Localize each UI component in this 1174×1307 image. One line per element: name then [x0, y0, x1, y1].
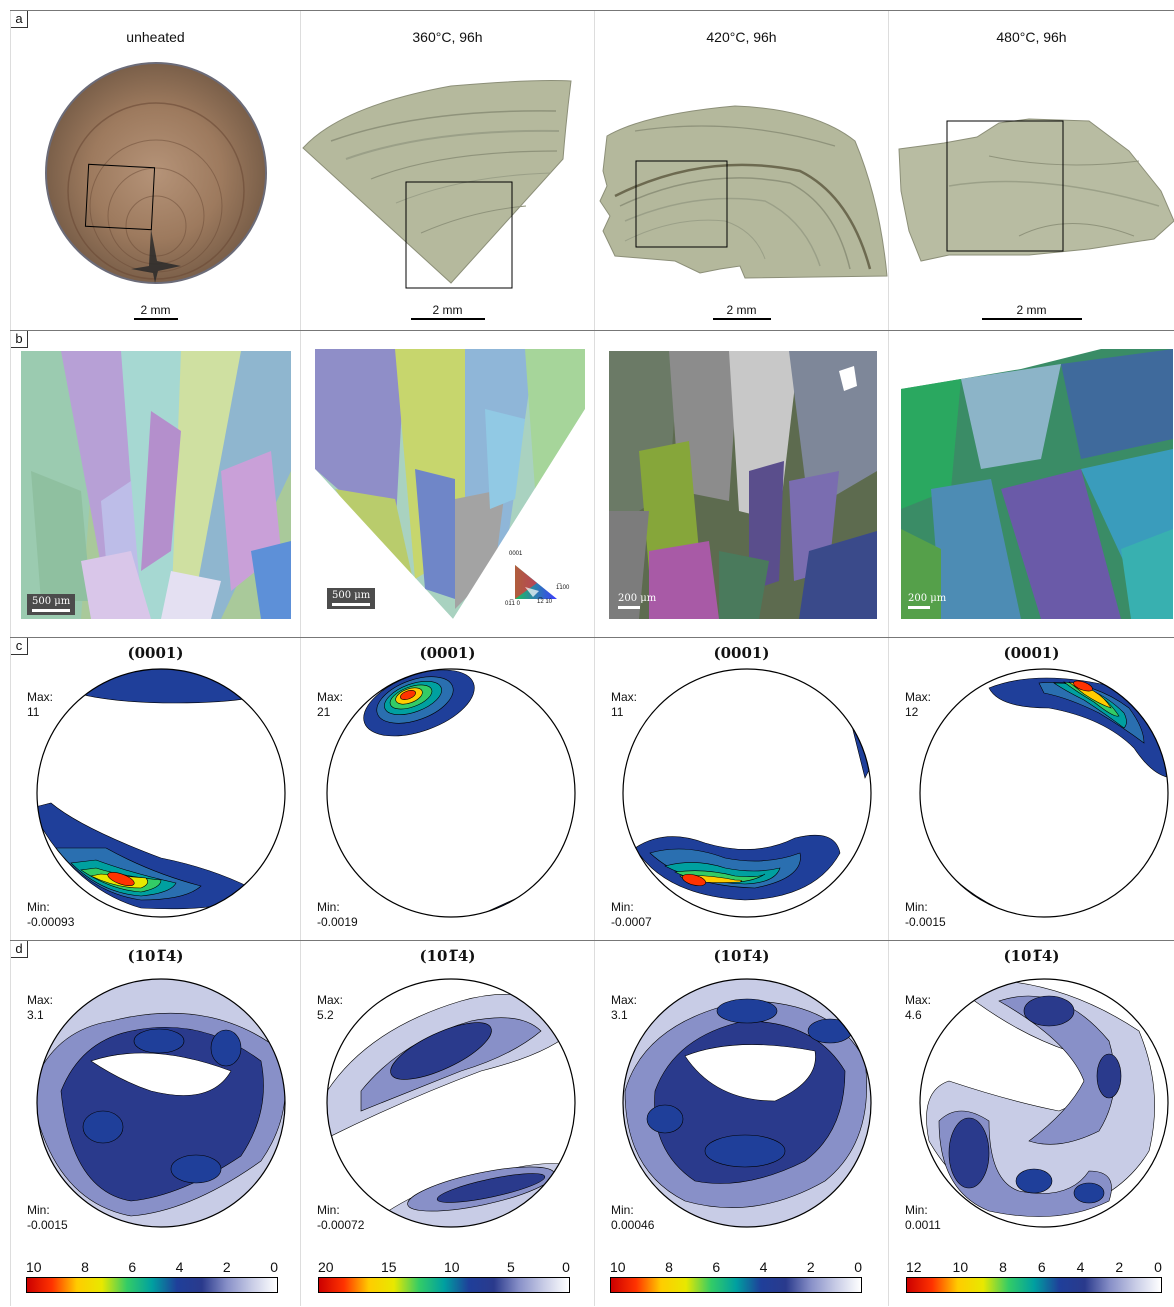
panel-a-col-360: 360°C, 96h 2 mm	[300, 11, 594, 331]
ipf-color-key	[515, 565, 557, 599]
pole-figure-1014-420: (101̅4) Max: 3.1 Min: 0.00046	[594, 941, 888, 1306]
colorbar-gradient	[610, 1277, 862, 1293]
colorbar-gradient	[318, 1277, 570, 1293]
ipf-key-bottom-left-label: 01̅1 0	[505, 601, 521, 607]
scale-bar-label: 2 mm	[726, 303, 757, 317]
column-title: 420°C, 96h	[706, 29, 777, 45]
pole-figure-title: (0001)	[127, 644, 184, 662]
panel-a-col-480: 480°C, 96h 2 mm	[888, 11, 1174, 331]
ebsd-map-420: 200 μm	[594, 331, 888, 638]
min-value: Min: -0.00093	[27, 900, 75, 929]
min-value: Min: -0.00072	[317, 1203, 365, 1232]
ebsd-scale-bar: 500 μm	[327, 588, 376, 609]
min-value: Min: 0.0011	[905, 1203, 941, 1232]
colorbar-360: 20 15 10 5 0	[318, 1259, 570, 1307]
max-value: Max: 4.6	[905, 993, 932, 1022]
ipf-key-bottom-right-label: 1̅2 10	[537, 599, 553, 605]
colorbar-ticks: 10 8 6 4 2 0	[26, 1259, 278, 1275]
pole-figure-title: (101̅4)	[713, 947, 770, 965]
pole-figure-plot	[326, 668, 576, 918]
scale-bar: 2 mm	[301, 303, 594, 320]
max-value: Max: 3.1	[27, 993, 54, 1022]
pole-figure-0001-480: (0001) Max: 12 Min: -0.0015	[888, 638, 1174, 941]
panel-a-col-unheated: unheated 2 mm	[10, 11, 300, 331]
ebsd-orientation-map	[21, 351, 291, 619]
max-value: Max: 5.2	[317, 993, 344, 1022]
panel-a-col-420: 420°C, 96h 2 mm	[594, 11, 888, 331]
pole-figure-plot	[36, 978, 286, 1228]
pole-figure-plot	[622, 668, 872, 918]
ebsd-map-480: 200 μm	[888, 331, 1174, 638]
colorbar-ticks: 12 10 8 6 4 2 0	[906, 1259, 1162, 1275]
pole-figure-title: (101̅4)	[419, 947, 476, 965]
max-value: Max: 3.1	[611, 993, 638, 1022]
scale-bar-label: 2 mm	[1016, 303, 1047, 317]
sample-480-photo	[898, 118, 1174, 262]
panel-c: c (0001) Max: 11 Min: -0.00093 (0001) Max:…	[10, 637, 1174, 941]
column-title: unheated	[126, 29, 185, 45]
ipf-key-right-label: 1̅100	[556, 585, 570, 591]
colorbar-gradient	[906, 1277, 1162, 1293]
pole-figure-title: (101̅4)	[1003, 947, 1060, 965]
ebsd-orientation-map	[901, 349, 1173, 619]
column-title: 480°C, 96h	[996, 29, 1067, 45]
max-value: Max: 12	[905, 690, 932, 719]
colorbar-480: 12 10 8 6 4 2 0	[906, 1259, 1162, 1307]
colorbar-ticks: 20 15 10 5 0	[318, 1259, 570, 1275]
min-value: Min: -0.0015	[27, 1203, 68, 1232]
ebsd-map-360: 0001 1̅100 01̅1 0 1̅2 10 500 μm	[300, 331, 594, 638]
colorbar-ticks: 10 8 6 4 2 0	[610, 1259, 862, 1275]
min-value: Min: -0.0007	[611, 900, 652, 929]
scale-bar: 2 mm	[11, 303, 300, 320]
min-value: Min: -0.0015	[905, 900, 946, 929]
pole-figure-plot	[622, 978, 872, 1228]
ebsd-orientation-map	[609, 351, 877, 619]
colorbar-gradient	[26, 1277, 278, 1293]
min-value: Min: 0.00046	[611, 1203, 655, 1232]
sample-unheated-photo	[45, 62, 267, 284]
column-title: 360°C, 96h	[412, 29, 483, 45]
ebsd-scale-bar: 200 μm	[905, 592, 949, 611]
pole-figure-1014-unheated: (101̅4) Max: 3.1 Min: -0.0015	[10, 941, 300, 1306]
panel-a: a unheated 2 mm 360°C, 96h	[10, 10, 1174, 331]
pole-figure-plot	[919, 978, 1169, 1228]
pole-figure-0001-420: (0001) Max: 11 Min: -0.0007	[594, 638, 888, 941]
scale-bar: 2 mm	[595, 303, 888, 320]
pole-figure-0001-unheated: (0001) Max: 11 Min: -0.00093	[10, 638, 300, 941]
pole-figure-title: (0001)	[713, 644, 770, 662]
pole-figure-0001-360: (0001) Max: 21 Min: -0.0019	[300, 638, 594, 941]
pole-figure-plot	[36, 668, 286, 918]
ipf-key-top-label: 0001	[509, 551, 523, 557]
ebsd-orientation-map	[315, 349, 585, 619]
ebsd-scale-bar: 500 μm	[27, 594, 76, 615]
panel-d: d (101̅4) Max: 3.1 Min: -0.0015 (101̅4) Ma…	[10, 940, 1174, 1306]
scale-bar-label: 2 mm	[432, 303, 463, 317]
colorbar-420: 10 8 6 4 2 0	[610, 1259, 862, 1307]
pole-figure-title: (0001)	[1003, 644, 1060, 662]
max-value: Max: 21	[317, 690, 344, 719]
sample-420-photo	[599, 105, 888, 279]
scale-bar-label: 2 mm	[140, 303, 171, 317]
ebsd-map-unheated: 500 μm	[10, 331, 300, 638]
pole-figure-1014-360: (101̅4) Max: 5.2 Min: -0.00072	[300, 941, 594, 1306]
pole-figure-title: (101̅4)	[127, 947, 184, 965]
pole-figure-plot	[919, 668, 1169, 918]
scale-bar: 2 mm	[889, 303, 1174, 320]
panel-b: b 500 μm	[10, 330, 1174, 638]
sample-360-photo	[302, 80, 572, 289]
max-value: Max: 11	[611, 690, 638, 719]
max-value: Max: 11	[27, 690, 54, 719]
ebsd-scale-bar: 200 μm	[615, 592, 659, 611]
min-value: Min: -0.0019	[317, 900, 358, 929]
pole-figure-1014-480: (101̅4) Max: 4.6 Min: 0.0011	[888, 941, 1174, 1306]
pole-figure-plot	[326, 978, 576, 1228]
pole-figure-title: (0001)	[419, 644, 476, 662]
colorbar-unheated: 10 8 6 4 2 0	[26, 1259, 278, 1307]
